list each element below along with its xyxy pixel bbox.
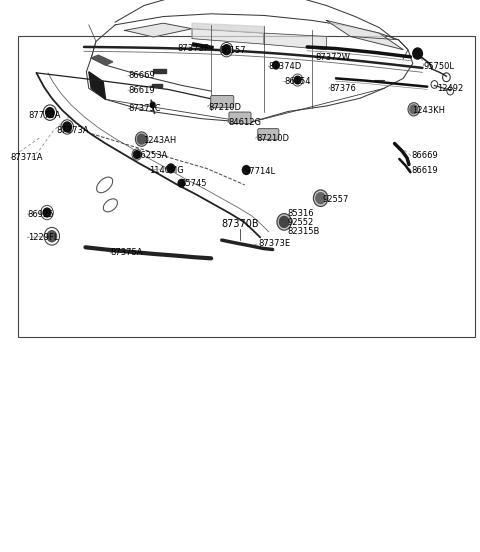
Text: 87372W: 87372W xyxy=(316,54,351,62)
Text: 86253A: 86253A xyxy=(135,151,168,160)
Text: 92557: 92557 xyxy=(323,195,349,204)
Text: 87373A: 87373A xyxy=(57,126,89,135)
Text: 86669: 86669 xyxy=(129,71,156,80)
Circle shape xyxy=(43,208,51,217)
Circle shape xyxy=(132,149,142,160)
Circle shape xyxy=(431,81,438,88)
Text: 86925: 86925 xyxy=(28,210,54,219)
Text: 87373F: 87373F xyxy=(178,44,209,53)
Circle shape xyxy=(408,103,420,116)
Text: 95750L: 95750L xyxy=(424,62,455,71)
Bar xyxy=(153,69,166,73)
Circle shape xyxy=(222,45,231,55)
Text: 86669: 86669 xyxy=(412,151,439,160)
Circle shape xyxy=(292,74,303,86)
Text: 86619: 86619 xyxy=(412,166,438,174)
Circle shape xyxy=(137,134,146,144)
Polygon shape xyxy=(89,72,106,99)
Text: 85745: 85745 xyxy=(180,179,207,188)
FancyBboxPatch shape xyxy=(211,95,234,108)
Text: 86619: 86619 xyxy=(129,86,155,95)
Circle shape xyxy=(43,105,57,120)
Circle shape xyxy=(410,105,418,114)
Text: 1229FL: 1229FL xyxy=(28,233,59,242)
Circle shape xyxy=(273,61,279,69)
Text: 87374D: 87374D xyxy=(269,62,302,71)
Circle shape xyxy=(47,231,57,242)
Text: 87370B: 87370B xyxy=(221,219,259,229)
Circle shape xyxy=(443,73,450,82)
Circle shape xyxy=(277,214,291,230)
Circle shape xyxy=(167,164,175,173)
Text: 87210D: 87210D xyxy=(208,103,241,112)
Circle shape xyxy=(46,108,54,118)
Text: 97714L: 97714L xyxy=(245,167,276,176)
Polygon shape xyxy=(192,23,264,33)
Bar xyxy=(152,84,162,87)
Text: 87376: 87376 xyxy=(329,84,356,93)
Text: 86154: 86154 xyxy=(284,77,311,86)
Text: 87375A: 87375A xyxy=(110,248,143,257)
Circle shape xyxy=(41,205,53,220)
Text: 1140MG: 1140MG xyxy=(149,166,183,174)
Text: 87373E: 87373E xyxy=(258,240,290,248)
Text: 85316: 85316 xyxy=(287,209,313,217)
Text: 12492: 12492 xyxy=(437,84,463,93)
FancyBboxPatch shape xyxy=(258,129,279,140)
Text: 1243KH: 1243KH xyxy=(412,106,445,115)
Polygon shape xyxy=(326,20,403,50)
Text: 87371A: 87371A xyxy=(11,153,43,162)
Circle shape xyxy=(61,120,73,134)
Text: 86157: 86157 xyxy=(220,46,246,55)
Circle shape xyxy=(413,48,422,59)
Circle shape xyxy=(63,122,72,132)
Polygon shape xyxy=(264,33,326,50)
Circle shape xyxy=(279,216,289,227)
Polygon shape xyxy=(125,23,192,37)
Circle shape xyxy=(294,76,301,84)
Circle shape xyxy=(135,132,148,146)
Text: 87210D: 87210D xyxy=(256,134,289,143)
Circle shape xyxy=(178,179,185,187)
Circle shape xyxy=(313,190,328,206)
Circle shape xyxy=(44,227,60,245)
Circle shape xyxy=(447,87,454,95)
Polygon shape xyxy=(91,55,113,65)
Circle shape xyxy=(316,193,325,204)
Text: 1243AH: 1243AH xyxy=(143,136,176,145)
Text: 87770A: 87770A xyxy=(29,112,61,120)
Text: 84612G: 84612G xyxy=(228,118,262,127)
Circle shape xyxy=(220,43,233,57)
Text: 82315B: 82315B xyxy=(287,227,319,236)
Circle shape xyxy=(150,102,155,108)
Circle shape xyxy=(242,166,250,174)
FancyBboxPatch shape xyxy=(229,112,251,124)
Polygon shape xyxy=(192,29,264,44)
Circle shape xyxy=(133,151,140,158)
Text: 87375C: 87375C xyxy=(129,104,161,113)
Bar xyxy=(18,36,475,337)
Text: 92552: 92552 xyxy=(287,218,313,227)
